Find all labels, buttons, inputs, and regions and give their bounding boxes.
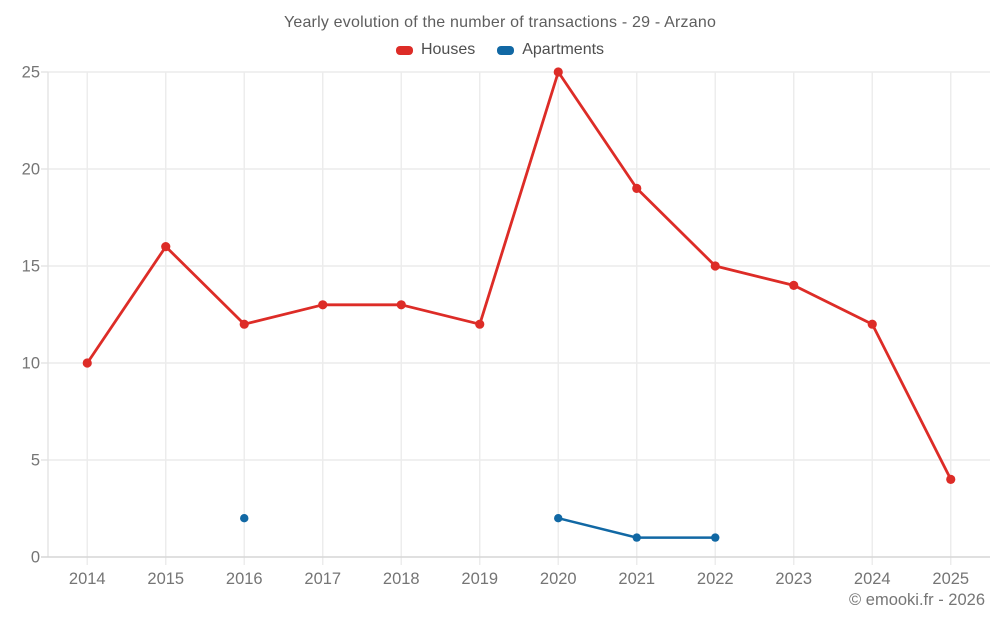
y-tick-label: 25 (22, 64, 40, 82)
x-tick-label: 2019 (461, 570, 498, 588)
houses-data-point[interactable] (82, 358, 92, 368)
x-tick-label: 2015 (147, 570, 184, 588)
legend-label-houses: Houses (420, 41, 476, 58)
x-tick-label: 2016 (226, 570, 263, 588)
apartments-data-point[interactable] (632, 533, 641, 542)
houses-line (85, 70, 953, 481)
chart-header: Yearly evolution of the number of transa… (0, 0, 1000, 59)
apartments-data-point[interactable] (554, 514, 563, 523)
houses-data-point[interactable] (553, 67, 563, 77)
legend-item-houses[interactable]: Houses (395, 41, 476, 59)
x-tick-label: 2025 (932, 570, 969, 588)
y-tick-label: 15 (22, 258, 40, 276)
houses-data-point[interactable] (946, 474, 956, 484)
houses-data-point[interactable] (318, 300, 328, 310)
legend-item-apartments[interactable]: Apartments (497, 41, 604, 59)
houses-data-point[interactable] (396, 300, 406, 310)
apartments-data-point[interactable] (711, 533, 720, 542)
houses-data-point[interactable] (239, 319, 249, 329)
x-tick-label: 2017 (304, 570, 341, 588)
x-tick-label: 2020 (540, 570, 577, 588)
chart-title: Yearly evolution of the number of transa… (283, 14, 717, 31)
houses-data-point[interactable] (867, 319, 877, 329)
houses-series-swatch-icon (395, 45, 413, 55)
houses-data-point[interactable] (475, 319, 485, 329)
chart-legend: Houses Apartments (0, 41, 1000, 59)
x-tick-label: 2018 (383, 570, 420, 588)
x-tick-label: 2014 (69, 570, 106, 588)
y-tick-label: 0 (31, 549, 40, 567)
houses-data-point[interactable] (710, 261, 720, 271)
houses-data-point[interactable] (632, 183, 642, 193)
apartments-data-point[interactable] (240, 514, 249, 523)
x-tick-label: 2023 (775, 570, 812, 588)
y-tick-label: 5 (31, 452, 40, 470)
copyright-text: © emooki.fr - 2026 (849, 591, 985, 609)
y-tick-label: 10 (22, 355, 40, 373)
houses-data-point[interactable] (161, 242, 171, 252)
x-tick-label: 2021 (618, 570, 655, 588)
apartments-series-swatch-icon (497, 45, 515, 55)
houses-data-point[interactable] (789, 280, 799, 290)
x-tick-label: 2024 (854, 570, 891, 588)
legend-label-apartments: Apartments (522, 41, 605, 58)
y-tick-label: 20 (22, 161, 40, 179)
x-tick-label: 2022 (697, 570, 734, 588)
